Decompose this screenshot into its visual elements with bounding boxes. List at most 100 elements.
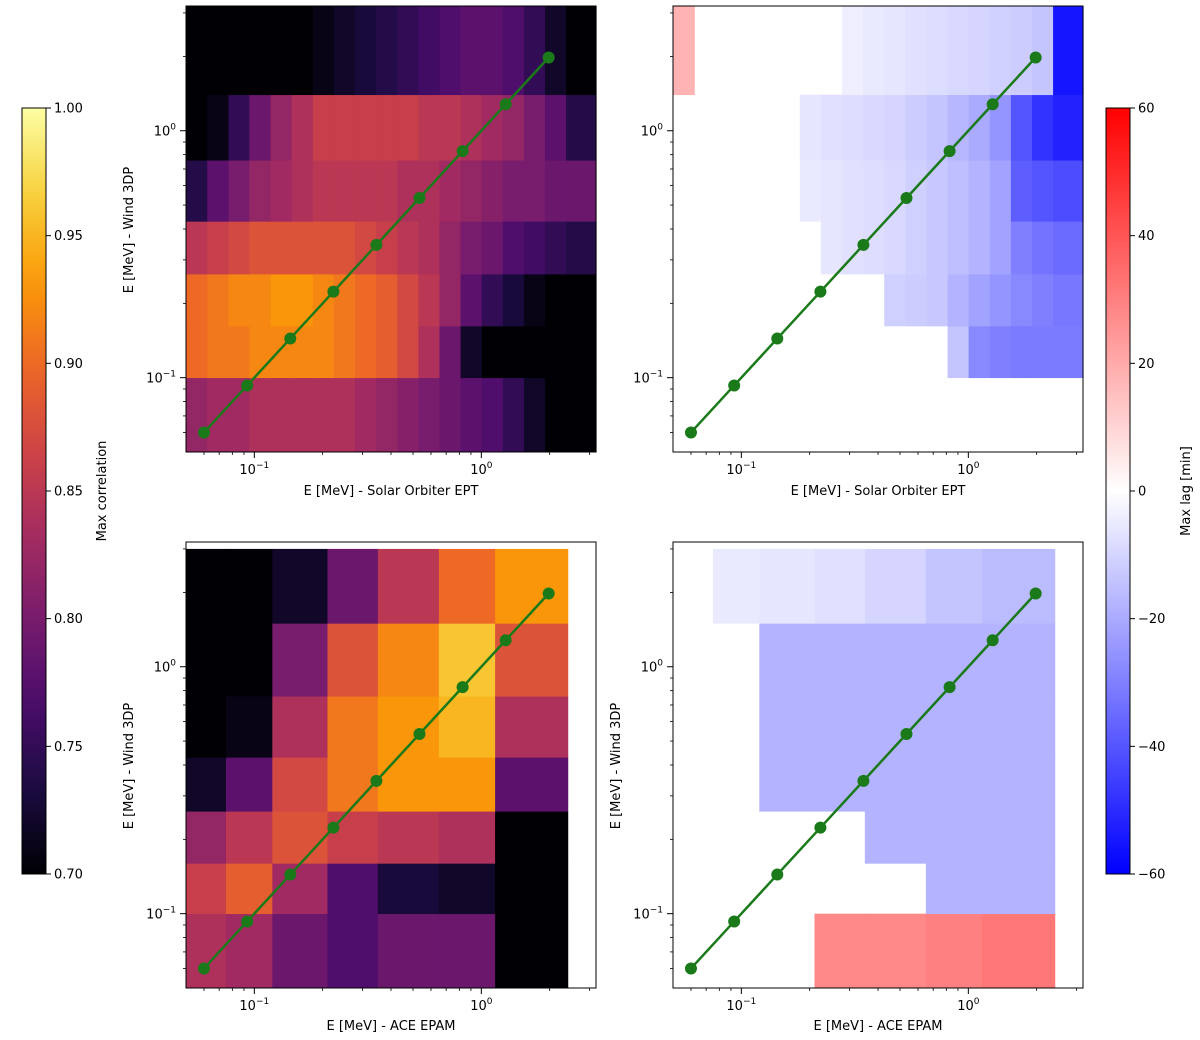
heatmap-cell [439,6,462,96]
heatmap-cells [673,6,1084,379]
heatmap-cell [270,160,293,222]
diagonal-marker [814,821,827,834]
colorbar-correlation-ticks: 0.70 0.75 0.80 0.85 0.90 0.95 1.00 [46,102,83,883]
heatmap-cell [544,94,567,161]
heatmap-cell [926,6,949,96]
diagonal-marker [771,868,784,881]
heatmap-cell [925,548,983,624]
heatmap-cell [355,273,377,327]
x-tick-label: 10−1 [726,461,756,478]
heatmap-cell [228,273,250,327]
panel-top-right-lag: 10−1 100 10−1 100 E [MeV] - Solar Orbiter E… [633,5,1084,499]
heatmap-cell [566,377,597,453]
heatmap-cell [842,6,864,96]
diagonal-marker [857,774,870,787]
heatmap-cell [327,548,379,624]
heatmap-cell [228,325,250,379]
heatmap-cell [982,757,1056,812]
heatmap-cell [1053,6,1084,96]
heatmap-cell [905,160,928,222]
heatmap-cell [1010,6,1033,96]
heatmap-cell [186,863,227,915]
heatmap-cell [207,94,230,161]
heatmap-cell [377,863,440,915]
heatmap-cell [397,325,419,379]
heatmap-cell [186,273,208,327]
heatmap-cell [982,696,1056,758]
heatmap-cell [1053,94,1084,161]
heatmap-cell [312,94,335,161]
heatmap-cell [566,6,597,96]
heatmap-cell [418,377,441,453]
x-tick-label: 100 [470,997,493,1014]
heatmap-cell [905,6,928,96]
heatmap-cell [502,221,525,275]
colorbar-correlation: 0.70 0.75 0.80 0.85 0.90 0.95 1.00 Max correla… [21,102,110,883]
heatmap-cell [291,6,314,96]
heatmap-cell [377,548,440,624]
heatmap-cell [439,160,462,222]
diagonal-marker [241,379,254,392]
diagonal-marker [197,426,210,439]
y-axis-label: E [MeV] - Wind 3DP [122,167,137,294]
heatmap-cell [333,273,356,327]
heatmap-cell [925,696,983,758]
heatmap-cell [968,325,991,379]
heatmap-cell [397,6,419,96]
diagonal-marker [197,962,210,975]
heatmap-cell [502,160,525,222]
heatmap-cell [799,160,822,222]
colorbar-tick-label: 0.80 [54,612,83,627]
heatmap-cell [355,6,377,96]
heatmap-cell [502,94,525,161]
heatmap-cell [884,160,906,222]
heatmap-cell [905,94,928,161]
heatmap-cell [270,273,293,327]
heatmap-cell [495,863,569,915]
heatmap-cell [864,623,927,697]
heatmap-cell [439,273,462,327]
diagonal-marker [542,51,555,64]
heatmap-cell [495,696,569,758]
diagonal-series [197,587,555,975]
heatmap-cell [1031,6,1054,96]
heatmap-cell [842,94,864,161]
heatmap-cell [884,94,906,161]
heatmap-cell [376,94,398,161]
heatmap-cell [438,863,496,915]
diagonal-marker [284,868,297,881]
heatmap-cell [438,811,496,864]
heatmap-cell [544,325,567,379]
heatmap-cell [377,913,440,989]
diagonal-series [197,51,555,439]
heatmap-cell [495,757,569,812]
heatmap-cell [207,273,230,327]
y-tick-label: 10−1 [146,370,176,387]
heatmap-cell [291,273,314,327]
heatmap-cell [439,377,462,453]
heatmap-cell [249,377,272,453]
y-tick-label: 100 [154,659,177,676]
heatmap-cell [502,325,525,379]
heatmap-cell [799,94,822,161]
colorbar-correlation-label: Max correlation [95,441,110,542]
heatmap-cell [759,696,816,758]
heatmap-cell [270,94,293,161]
diagonal-marker [413,728,426,741]
heatmap-cell [544,160,567,222]
heatmap-cell [249,94,272,161]
heatmap-cell [863,94,885,161]
heatmap-cell [1031,160,1054,222]
heatmap-cell [228,221,250,275]
colorbar-lag: −60 −40 −20 0 20 40 60 Max lag [min] [1105,102,1194,883]
heatmap-cell [272,548,329,624]
heatmap-cell [759,548,816,624]
heatmap-cell [272,811,329,864]
x-axis-label: E [MeV] - ACE EPAM [327,1019,456,1034]
diagonal-marker [900,192,913,205]
heatmap-cell [544,221,567,275]
colorbar-tick-label: 0.95 [54,229,83,244]
heatmap-cell [523,221,546,275]
diagonal-marker [456,145,469,158]
heatmap-cell [186,623,227,697]
